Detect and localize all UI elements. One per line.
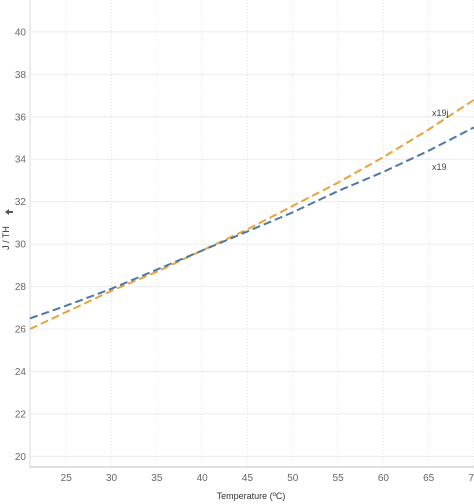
x-tick-label: 50 bbox=[287, 473, 299, 484]
x-axis-label: Temperature (ºC) bbox=[217, 491, 286, 501]
y-axis-label: J / TH bbox=[1, 226, 11, 250]
y-axis-icon bbox=[5, 209, 13, 215]
y-tick-label: 26 bbox=[15, 325, 27, 336]
x-tick-labels: 25 30 35 40 45 50 55 60 65 70 bbox=[61, 473, 474, 484]
y-tick-label: 28 bbox=[15, 282, 27, 293]
x-tick-label: 25 bbox=[61, 473, 73, 484]
x-gridlines bbox=[65, 0, 474, 467]
y-tick-label: 40 bbox=[15, 27, 27, 38]
x-tick-label: 70 bbox=[468, 473, 474, 484]
series-lines bbox=[29, 98, 474, 330]
x-tick-label: 55 bbox=[333, 473, 345, 484]
y-tick-label: 30 bbox=[15, 240, 27, 251]
series-labels: x19j x19 bbox=[432, 108, 449, 172]
series-label-x19: x19 bbox=[432, 162, 447, 172]
x-tick-label: 30 bbox=[106, 473, 118, 484]
x-tick-label: 35 bbox=[151, 473, 163, 484]
series-line-x19j bbox=[29, 98, 474, 330]
series-label-x19j: x19j bbox=[432, 108, 449, 118]
x-tick-label: 45 bbox=[242, 473, 254, 484]
series-line-x19 bbox=[29, 126, 474, 320]
sort-icon-shape bbox=[5, 209, 13, 215]
y-tick-label: 22 bbox=[15, 409, 27, 420]
x-tick-label: 60 bbox=[378, 473, 390, 484]
y-tick-label: 24 bbox=[15, 367, 27, 378]
y-tick-labels: 20 22 24 26 28 30 32 34 36 38 40 bbox=[15, 27, 27, 463]
y-tick-label: 34 bbox=[15, 155, 27, 166]
x-tick-label: 40 bbox=[197, 473, 209, 484]
y-tick-label: 32 bbox=[15, 197, 27, 208]
y-tick-label: 38 bbox=[15, 70, 27, 81]
y-gridlines bbox=[29, 0, 474, 467]
x-tick-label: 65 bbox=[423, 473, 435, 484]
y-tick-label: 20 bbox=[15, 452, 27, 463]
y-tick-label: 36 bbox=[15, 112, 27, 123]
